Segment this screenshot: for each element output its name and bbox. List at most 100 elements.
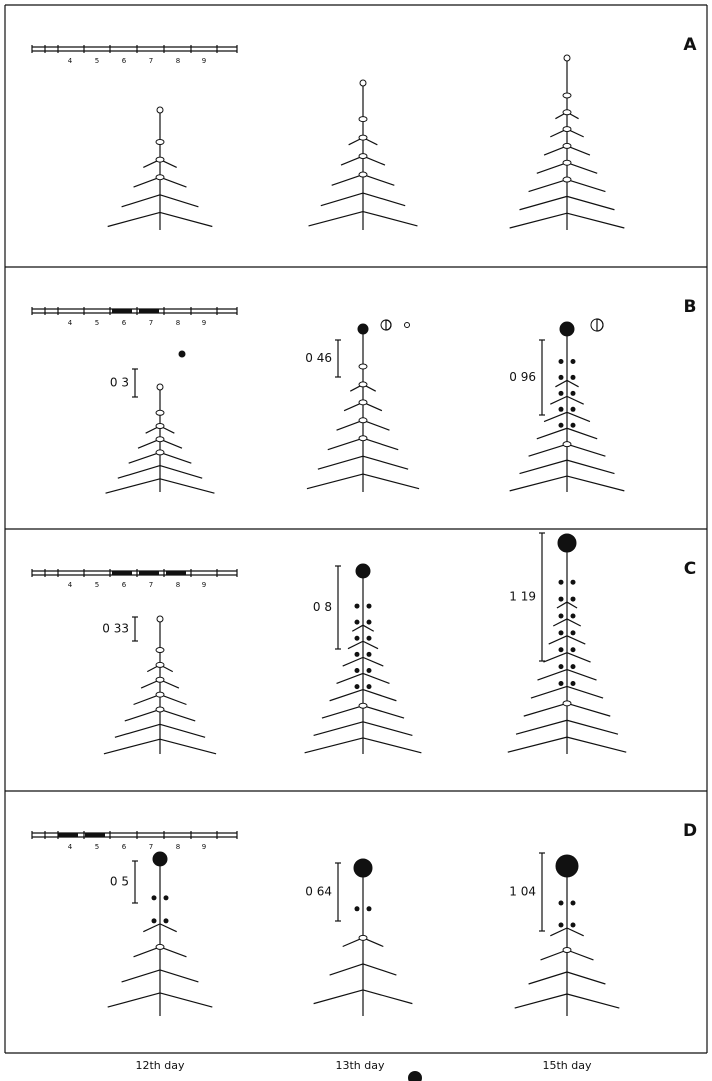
flower-bud bbox=[367, 684, 372, 689]
flower-bud bbox=[156, 140, 164, 145]
branch bbox=[160, 195, 198, 207]
measure-label: 0 46 bbox=[305, 351, 332, 365]
flower-bud bbox=[156, 692, 164, 697]
branch bbox=[160, 724, 205, 737]
branch bbox=[307, 474, 363, 489]
scale-tick-label: 7 bbox=[149, 57, 153, 65]
legend-symbol bbox=[179, 351, 186, 358]
scale-tick-label: 8 bbox=[176, 57, 180, 65]
day-label: 13th day bbox=[335, 1059, 385, 1072]
flower-bud bbox=[156, 175, 164, 180]
flower-bud bbox=[559, 901, 564, 906]
branch bbox=[363, 738, 421, 753]
flower-bud bbox=[559, 423, 564, 428]
day-label: 12th day bbox=[135, 1059, 185, 1072]
branch bbox=[549, 636, 567, 644]
flower-bud bbox=[359, 364, 367, 369]
apex-flower bbox=[556, 855, 578, 877]
branch bbox=[160, 739, 216, 754]
scale-tick-label: 8 bbox=[176, 843, 180, 851]
flower-bud bbox=[156, 707, 164, 712]
panel-label: A bbox=[683, 35, 697, 55]
branch bbox=[160, 970, 198, 982]
branch bbox=[543, 653, 567, 662]
branch bbox=[363, 175, 394, 186]
scale-tick-label: 7 bbox=[149, 843, 153, 851]
scale-tick-label: 6 bbox=[122, 843, 127, 851]
scale-tick-label: 9 bbox=[202, 581, 206, 589]
apex-flower bbox=[360, 80, 366, 86]
flower-bud bbox=[559, 613, 564, 618]
flower-bud bbox=[563, 442, 571, 447]
flower-bud bbox=[359, 135, 367, 140]
branch bbox=[330, 690, 363, 701]
apex-flower bbox=[356, 564, 370, 578]
scale-tick-label: 5 bbox=[95, 319, 99, 327]
branch bbox=[567, 737, 626, 752]
scale-segment bbox=[166, 571, 186, 575]
flower-bud bbox=[563, 127, 571, 132]
flower-bud bbox=[571, 597, 576, 602]
apex-flower bbox=[157, 107, 163, 113]
flower-bud bbox=[367, 668, 372, 673]
flower-bud bbox=[571, 681, 576, 686]
branch bbox=[332, 175, 363, 186]
flower-bud bbox=[559, 407, 564, 412]
branch bbox=[363, 673, 389, 683]
apex-flower bbox=[354, 859, 372, 877]
scale-segment bbox=[112, 571, 132, 575]
flower-bud bbox=[571, 613, 576, 618]
branch bbox=[363, 690, 396, 701]
branch bbox=[544, 412, 567, 421]
branch bbox=[321, 193, 363, 206]
flower-bud bbox=[563, 143, 571, 148]
flower-bud bbox=[571, 423, 576, 428]
scale-tick-label: 5 bbox=[95, 57, 99, 65]
flower-bud bbox=[563, 701, 571, 706]
branch bbox=[567, 476, 624, 491]
branch bbox=[363, 438, 398, 449]
flower-bud bbox=[571, 664, 576, 669]
apex-flower bbox=[157, 616, 163, 622]
branch bbox=[567, 636, 585, 644]
flower-bud bbox=[359, 172, 367, 177]
flower-bud bbox=[152, 895, 157, 900]
flower-bud bbox=[367, 604, 372, 609]
scale-tick-label: 8 bbox=[176, 319, 180, 327]
branch bbox=[529, 444, 567, 456]
branch bbox=[160, 924, 177, 932]
apex-flower bbox=[358, 324, 368, 334]
flower-bud bbox=[571, 580, 576, 585]
branch bbox=[352, 625, 363, 631]
branch bbox=[515, 994, 567, 1008]
flower-bud bbox=[559, 923, 564, 928]
branch bbox=[122, 195, 160, 207]
scale-tick-label: 4 bbox=[68, 581, 73, 589]
scale-segment bbox=[139, 571, 159, 575]
scale-tick-label: 4 bbox=[68, 843, 73, 851]
branch bbox=[567, 380, 579, 386]
scale-segment bbox=[139, 309, 159, 313]
flower-bud bbox=[367, 620, 372, 625]
branch bbox=[363, 625, 374, 631]
branch bbox=[363, 641, 378, 648]
flower-bud bbox=[156, 450, 164, 455]
branch bbox=[567, 444, 605, 456]
flower-bud bbox=[355, 604, 360, 609]
flower-bud bbox=[571, 901, 576, 906]
branch bbox=[553, 619, 567, 626]
flower-bud bbox=[355, 668, 360, 673]
branch bbox=[567, 396, 584, 404]
flower-bud bbox=[559, 375, 564, 380]
branch bbox=[567, 602, 577, 608]
branch bbox=[129, 452, 160, 463]
flower-bud bbox=[559, 391, 564, 396]
branch bbox=[108, 993, 160, 1007]
flower-bud bbox=[359, 418, 367, 423]
flower-bud bbox=[355, 906, 360, 911]
branch bbox=[122, 970, 160, 982]
flower-bud bbox=[359, 400, 367, 405]
flower-bud bbox=[571, 359, 576, 364]
measure-label: 1 04 bbox=[509, 885, 536, 899]
flower-bud bbox=[355, 620, 360, 625]
